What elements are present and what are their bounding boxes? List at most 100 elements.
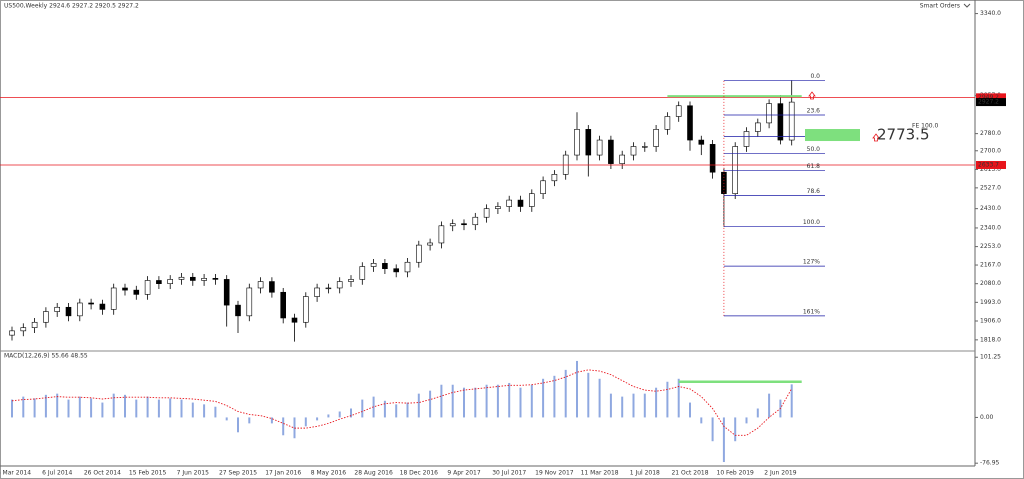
candle-body [641, 146, 648, 148]
candle-body [743, 131, 750, 147]
y-tick-label: 2780.0 [980, 130, 1001, 137]
x-tick-label: 19 Nov 2017 [535, 470, 574, 477]
candle-body [257, 281, 264, 289]
y-tick-label: 2340.0 [980, 224, 1001, 231]
x-tick-label: 27 Sep 2015 [219, 470, 257, 477]
fib-label: 127% [803, 259, 820, 266]
candle-body [540, 180, 546, 194]
y-tick-label: 2080.0 [980, 280, 1001, 287]
price-label-box [976, 93, 1006, 102]
fib-label: 100.0 [803, 219, 820, 226]
candle-body [630, 146, 637, 156]
candle-body [675, 105, 682, 117]
candle-body [585, 129, 592, 156]
current-price-box [976, 98, 1006, 107]
price-label-box [976, 160, 1006, 169]
x-tick-label: 7 Jun 2015 [177, 470, 209, 477]
candle-body [754, 122, 761, 132]
candle-body [110, 287, 117, 310]
candle-body [9, 330, 15, 336]
y-tick-label: 101.25 [980, 354, 1001, 361]
candle-body [246, 287, 253, 317]
candle-body [528, 193, 535, 207]
x-tick-label: 26 Oct 2014 [84, 470, 121, 477]
y-tick-label: 1993.0 [980, 299, 1001, 306]
candle-body [280, 291, 287, 319]
candle-body [483, 208, 490, 218]
arrow-up [872, 133, 880, 142]
candle-body [438, 225, 445, 244]
candle-body [31, 321, 38, 328]
x-tick-label: 6 Jul 2014 [42, 470, 72, 477]
candle-body [596, 139, 603, 156]
current-price-label: 2927.2 [978, 99, 999, 106]
candle-body [348, 279, 354, 282]
x-tick-label: 11 Mar 2018 [581, 470, 619, 477]
price-label: 2633.7 [978, 161, 999, 168]
candle-body [167, 279, 173, 284]
target-label: 2773.5 [877, 126, 930, 144]
y-tick-label: 2167.0 [980, 262, 1001, 269]
x-tick-label: 17 Jan 2016 [265, 470, 301, 477]
candle-body [99, 303, 106, 310]
candle-body [65, 306, 72, 317]
candle-body [732, 146, 739, 194]
candle-body [687, 105, 693, 141]
y-tick-label: 3340.0 [980, 10, 1001, 17]
dropdown-icon[interactable] [963, 3, 971, 8]
target-zone [805, 129, 860, 142]
fib-label: 50.0 [807, 146, 821, 153]
candle-body [77, 302, 83, 317]
candle-body [393, 268, 400, 273]
candle-body [43, 311, 49, 323]
fib-label: 0.0 [810, 73, 820, 80]
candle-body [370, 263, 377, 267]
x-tick-label: 8 May 2016 [311, 470, 346, 477]
candle-body [698, 139, 705, 145]
target-tag: FE 100.0 [912, 123, 939, 130]
x-tick-label: 1 Jul 2018 [630, 470, 660, 477]
candle-body [133, 289, 140, 295]
y-tick-label: 2253.0 [980, 243, 1001, 250]
candle-body [619, 154, 626, 164]
candle-body [235, 304, 241, 317]
y-tick-label: 0.00 [980, 414, 994, 421]
y-tick-label: 2527.0 [980, 184, 1001, 191]
candle-body [664, 116, 671, 130]
candle-body [359, 266, 366, 280]
smart-orders[interactable]: Smart Orders [920, 3, 960, 10]
x-tick-label: 16 Mar 2014 [0, 470, 31, 477]
candle-body [382, 263, 388, 269]
x-tick-label: 28 Aug 2016 [354, 470, 393, 477]
x-tick-label: 18 Dec 2016 [400, 470, 439, 477]
x-tick-label: 10 Feb 2019 [717, 470, 755, 477]
candle-body [156, 280, 162, 284]
candle-body [190, 276, 196, 281]
fib-label: 78.6 [807, 188, 821, 195]
candle-body [223, 279, 230, 306]
fib-label: 23.6 [807, 107, 821, 114]
candle-body [144, 280, 151, 295]
fib-label: 161% [803, 308, 820, 315]
price-label: 2949.2 [978, 94, 999, 101]
candle-body [427, 242, 433, 246]
candle-body [461, 223, 467, 226]
y-tick-label: 2430.0 [980, 205, 1001, 212]
macd-title: MACD(12,26,9) 55.66 48.55 [4, 353, 88, 360]
candle-body [178, 276, 185, 280]
candle-body [551, 174, 558, 182]
y-tick-label: 2700.0 [980, 147, 1001, 154]
candle-body [574, 129, 580, 156]
candle-body [404, 261, 411, 273]
candle-body [122, 287, 128, 291]
candle-body [472, 216, 479, 226]
candle-body [506, 199, 513, 207]
candle-body [415, 244, 422, 263]
candle-body [212, 278, 219, 280]
candle-body [777, 103, 784, 141]
x-tick-label: 15 Feb 2015 [129, 470, 167, 477]
candle-body [201, 278, 207, 281]
y-tick-label: 1818.0 [980, 336, 1001, 343]
